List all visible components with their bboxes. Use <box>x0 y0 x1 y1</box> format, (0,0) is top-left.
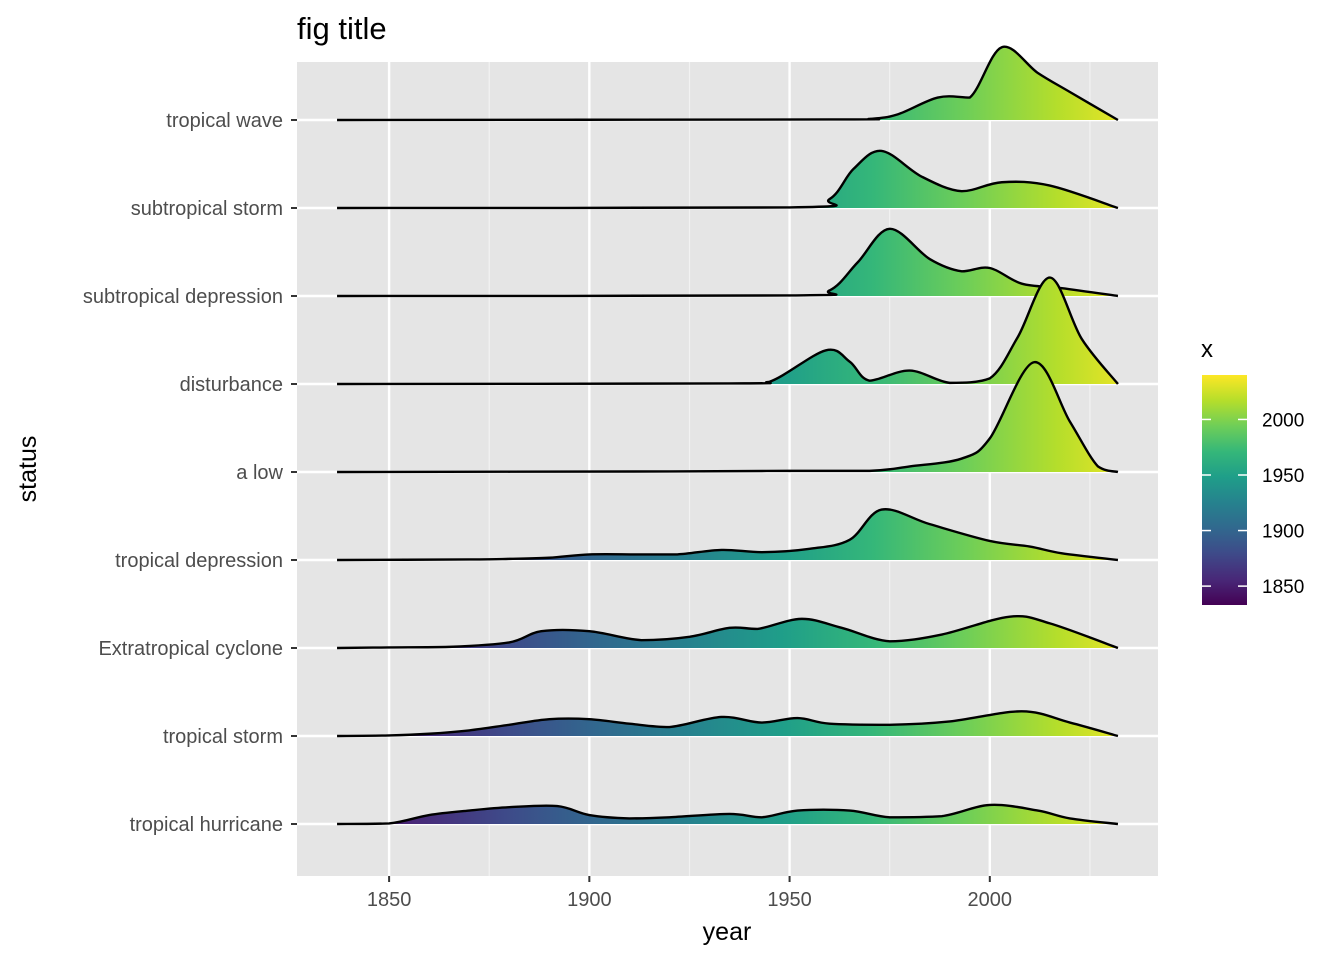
density-ridges <box>337 45 1119 826</box>
legend-colorbar <box>1202 375 1247 605</box>
ridge-line <box>337 361 1119 474</box>
legend-title: x <box>1201 336 1213 363</box>
ridge-fill <box>337 362 1118 472</box>
y-tick-label: tropical hurricane <box>130 814 283 836</box>
ridge-fill <box>337 150 1118 208</box>
ridge-line <box>337 710 1119 738</box>
ridge-line <box>337 803 1119 826</box>
color-legend: x 1850 1900 1950 2000 <box>1201 336 1304 605</box>
ridge-fill <box>337 228 1118 296</box>
ridge-fill <box>337 711 1118 736</box>
ridge-tropical-storm <box>337 710 1119 738</box>
legend-label: 1950 <box>1262 466 1304 487</box>
legend-label: 1850 <box>1262 577 1304 598</box>
ridge-fill <box>337 616 1118 648</box>
ridge-tropical-hurricane <box>337 803 1119 826</box>
chart-title: fig title <box>297 11 387 46</box>
ridge-line <box>337 149 1119 210</box>
x-tick-label: 1900 <box>567 889 612 911</box>
ridge-tropical-depression <box>337 508 1119 562</box>
ridge-fill <box>337 46 1118 120</box>
x-tick-label: 2000 <box>968 889 1013 911</box>
ridge-extratropical-cyclone <box>337 614 1119 650</box>
y-tick-label: tropical storm <box>163 726 283 748</box>
y-tick-label: a low <box>236 462 283 484</box>
x-axis-title: year <box>703 918 752 946</box>
y-axis: tropical hurricane tropical storm Extratro… <box>83 110 297 836</box>
y-axis-title: status <box>14 436 42 503</box>
y-tick-label: subtropical depression <box>83 286 283 308</box>
ridge-subtropical-storm <box>337 149 1119 210</box>
x-tick-label: 1850 <box>367 889 412 911</box>
x-tick-label: 1950 <box>767 889 812 911</box>
ridge-line <box>337 508 1119 562</box>
y-tick-label: disturbance <box>180 374 283 396</box>
ridge-subtropical-depression <box>337 227 1119 298</box>
ridge-line <box>337 276 1119 386</box>
ridge-line <box>337 227 1119 298</box>
ridge-line <box>337 614 1119 650</box>
x-axis: 1850 1900 1950 2000 <box>367 876 1012 911</box>
y-tick-label: tropical depression <box>115 550 283 572</box>
legend-label: 2000 <box>1262 410 1304 431</box>
y-tick-label: subtropical storm <box>131 198 283 220</box>
ridge-line <box>337 45 1119 122</box>
legend-label: 1900 <box>1262 522 1304 543</box>
ridge-tropical-wave <box>337 45 1119 122</box>
y-tick-label: Extratropical cyclone <box>98 638 283 660</box>
y-tick-label: tropical wave <box>166 110 283 132</box>
ridge-a-low <box>337 361 1119 474</box>
